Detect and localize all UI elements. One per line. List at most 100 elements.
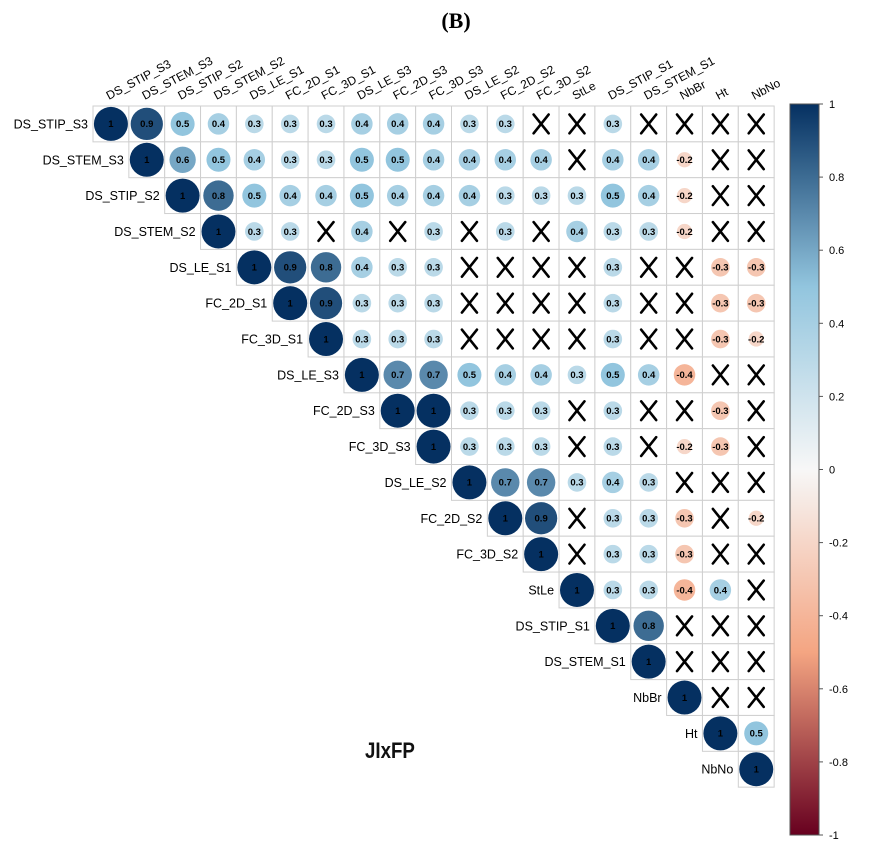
- matrix-cell: [451, 392, 488, 430]
- correlation-value-label: 0.5: [355, 155, 369, 166]
- row-label: FC_2D_S2: [421, 512, 483, 526]
- correlation-value-label: 0.3: [642, 478, 655, 489]
- correlation-value-label: 0.4: [499, 370, 513, 381]
- correlation-circle: [603, 401, 623, 421]
- correlation-value-label: 0.4: [319, 191, 333, 202]
- correlation-value-label: 0.3: [427, 334, 440, 345]
- row-label: DS_STEM_S1: [544, 655, 625, 669]
- correlation-circle: [676, 438, 693, 455]
- correlation-value-label: -0.3: [676, 549, 692, 560]
- nonsignificant-mark: [532, 256, 550, 279]
- nonsignificant-mark: [747, 686, 766, 709]
- correlation-circle: [422, 113, 445, 135]
- correlation-value-label: 0.6: [176, 155, 189, 166]
- row-label: DS_STIP_S3: [14, 117, 88, 131]
- correlation-value-label: -0.2: [676, 191, 692, 202]
- correlation-circle: [460, 437, 479, 456]
- correlation-circle: [711, 293, 730, 313]
- nonsignificant-mark: [460, 256, 479, 279]
- correlation-value-label: 0.4: [427, 119, 441, 130]
- correlation-circle: [280, 222, 300, 241]
- correlation-circle: [495, 437, 515, 456]
- correlation-circle: [385, 147, 410, 172]
- correlation-circle: [711, 329, 730, 349]
- correlation-value-label: 0.4: [642, 191, 656, 202]
- matrix-cell: [737, 428, 775, 465]
- nonsignificant-mark: [496, 256, 515, 279]
- nonsignificant-mark: [496, 292, 515, 314]
- nonsignificant-mark: [711, 615, 730, 637]
- correlation-value-label: 1: [180, 191, 186, 202]
- column-label: Ht: [713, 84, 731, 102]
- correlation-circle: [748, 331, 764, 347]
- correlation-value-label: 0.3: [642, 514, 655, 525]
- correlation-value-label: 0.9: [140, 119, 153, 130]
- row-label: DS_STIP_S2: [85, 189, 159, 203]
- correlation-circle: [424, 293, 443, 313]
- correlation-value-label: 1: [646, 657, 652, 668]
- correlation-value-label: 1: [395, 406, 401, 417]
- correlation-circle: [746, 293, 766, 313]
- colorbar-tick-label: 0.2: [829, 391, 844, 403]
- correlation-value-label: 1: [144, 155, 150, 166]
- correlation-value-label: 0.5: [176, 119, 190, 130]
- nonsignificant-mark: [747, 113, 766, 135]
- nonsignificant-mark: [747, 220, 766, 243]
- correlation-circle: [746, 258, 766, 277]
- correlation-circle: [602, 471, 624, 494]
- nonsignificant-mark: [639, 292, 658, 314]
- correlation-circle: [524, 537, 559, 572]
- correlation-value-label: -0.3: [748, 298, 764, 309]
- correlation-circle: [242, 183, 267, 208]
- correlation-circle: [567, 186, 587, 205]
- nonsignificant-mark: [747, 435, 766, 458]
- correlation-value-label: 0.5: [606, 191, 620, 202]
- correlation-circle: [310, 252, 342, 283]
- nonsignificant-mark: [496, 328, 515, 350]
- correlation-circle: [639, 473, 658, 492]
- correlation-value-label: 0.5: [212, 155, 226, 166]
- correlation-circle: [530, 149, 552, 171]
- nonsignificant-mark: [639, 113, 658, 135]
- correlation-value-label: -0.2: [676, 442, 692, 453]
- correlation-value-label: 0.9: [535, 514, 548, 525]
- nonsignificant-mark: [711, 543, 730, 565]
- correlation-circle: [315, 184, 337, 207]
- correlation-circle: [380, 393, 415, 428]
- correlation-circle: [424, 222, 443, 241]
- nonsignificant-mark: [460, 328, 479, 350]
- correlation-value-label: 0.3: [606, 298, 619, 309]
- correlation-value-label: 0.3: [606, 549, 619, 560]
- correlation-circle: [595, 608, 630, 643]
- correlation-circle: [531, 401, 551, 421]
- correlation-value-label: -0.3: [712, 442, 728, 453]
- nonsignificant-mark: [568, 543, 586, 565]
- correlation-value-label: 0.4: [570, 227, 584, 238]
- correlation-circle: [388, 329, 408, 349]
- correlation-circle: [675, 544, 694, 564]
- row-label: StLe: [528, 583, 554, 597]
- correlation-circle: [600, 183, 625, 208]
- correlation-circle: [274, 251, 307, 284]
- correlation-circle: [351, 220, 373, 243]
- row-label: FC_2D_S1: [205, 297, 267, 311]
- correlation-value-label: 0.8: [319, 263, 332, 274]
- correlation-value-label: 1: [682, 693, 688, 704]
- row-label: DS_LE_S3: [277, 368, 339, 382]
- colorbar-tick-label: 0.8: [829, 172, 844, 184]
- correlation-value-label: 0.3: [570, 370, 583, 381]
- row-label: DS_LE_S2: [385, 476, 447, 490]
- nonsignificant-mark: [711, 220, 730, 243]
- correlation-value-label: 1: [538, 549, 544, 560]
- correlation-value-label: 0.3: [606, 334, 619, 345]
- correlation-value-label: 0.3: [606, 442, 619, 453]
- correlation-circle: [488, 501, 523, 536]
- colorbar-tick-label: 1: [829, 99, 835, 111]
- nonsignificant-mark: [675, 328, 694, 350]
- row-label: NbBr: [633, 691, 661, 705]
- correlation-circle: [639, 544, 658, 564]
- correlation-value-label: 0.5: [463, 370, 477, 381]
- correlation-circle: [457, 362, 482, 387]
- correlation-circle: [93, 106, 128, 141]
- correlation-circle: [316, 150, 336, 170]
